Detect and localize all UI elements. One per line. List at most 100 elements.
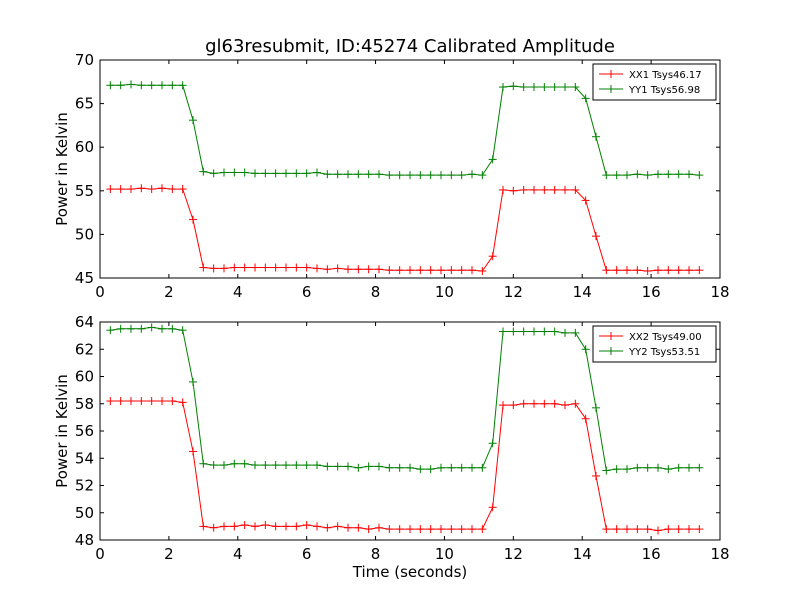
data-point [561, 401, 569, 410]
data-point [251, 522, 259, 531]
y-tick-label: 48 [75, 531, 94, 549]
data-point [364, 525, 373, 534]
data-point [478, 463, 487, 472]
data-point [251, 461, 259, 470]
data-point [643, 267, 652, 276]
data-point [571, 328, 580, 337]
x-axis-label: Time (seconds) [352, 563, 468, 581]
y-tick-label: 45 [75, 269, 94, 287]
data-point [499, 83, 507, 92]
data-point [364, 265, 373, 274]
data-point [437, 266, 445, 275]
data-point [488, 155, 497, 164]
data-point [230, 263, 239, 272]
data-point [333, 264, 342, 273]
data-point [395, 171, 404, 180]
data-point [633, 525, 642, 534]
data-point [106, 326, 115, 335]
y-tick-label: 55 [75, 182, 94, 200]
data-point [385, 463, 394, 472]
data-point [530, 83, 538, 92]
data-point [333, 462, 342, 471]
x-tick-label: 4 [233, 283, 243, 301]
data-point [488, 503, 497, 512]
series-yy [106, 80, 704, 180]
data-point [240, 521, 249, 530]
data-point [116, 397, 125, 406]
data-point [127, 397, 135, 406]
data-point [261, 169, 270, 178]
data-point [571, 399, 580, 408]
data-point [240, 459, 249, 468]
series-yy [106, 323, 704, 475]
data-point [623, 465, 631, 474]
data-point [612, 525, 621, 534]
data-point [168, 324, 177, 333]
data-point [592, 471, 600, 480]
data-point [240, 168, 249, 177]
data-point [302, 521, 311, 530]
data-point [354, 265, 363, 274]
series-line [110, 187, 700, 272]
data-point [168, 185, 177, 194]
data-point [323, 523, 332, 532]
data-point [302, 461, 311, 470]
data-point [540, 83, 549, 92]
data-point [654, 266, 662, 275]
x-tick-label: 12 [504, 545, 523, 563]
data-point [116, 324, 125, 333]
data-point [333, 522, 342, 531]
legend-label: YY2 Tsys53.51 [628, 347, 700, 358]
data-point [344, 170, 352, 179]
data-point [571, 83, 580, 92]
chart-bottom: 0 2 4 6 8 10 12 14 16 18 48 50 52 54 56 58 60 62 64 Power i… [53, 313, 730, 581]
data-point [313, 168, 321, 177]
data-point [178, 398, 187, 407]
data-point [261, 461, 270, 470]
x-tick-label: 6 [302, 283, 312, 301]
data-point [333, 170, 342, 179]
y-tick-label: 70 [75, 51, 94, 69]
y-tick-label: 52 [75, 477, 94, 495]
data-point [540, 327, 549, 336]
data-point [447, 171, 456, 180]
data-point [499, 185, 507, 194]
data-point [581, 414, 590, 423]
data-point [571, 185, 580, 194]
data-point [643, 463, 652, 472]
data-point [178, 185, 187, 194]
x-tick-label: 16 [642, 283, 661, 301]
data-point [561, 83, 569, 92]
data-point [230, 168, 239, 177]
data-point [612, 465, 621, 474]
data-point [499, 327, 507, 336]
data-point [137, 184, 146, 193]
data-point [282, 169, 290, 178]
data-point [509, 186, 518, 195]
data-point [395, 463, 404, 472]
data-point [499, 401, 507, 410]
series-line [110, 326, 700, 472]
data-point [437, 171, 445, 180]
data-point [685, 170, 693, 179]
data-point [561, 328, 569, 337]
data-point [375, 462, 383, 471]
data-point [230, 459, 239, 468]
data-point [354, 523, 363, 532]
x-tick-label: 12 [504, 283, 523, 301]
data-point [220, 461, 228, 470]
data-point [592, 132, 600, 141]
data-point [282, 522, 290, 531]
data-point [633, 170, 642, 179]
data-point [147, 323, 156, 332]
data-point [674, 525, 683, 534]
data-point [623, 266, 631, 275]
data-point [189, 215, 197, 224]
y-tick-label: 50 [75, 225, 94, 243]
data-point [426, 525, 435, 534]
data-point [364, 170, 373, 179]
data-point [302, 169, 311, 178]
series-line [110, 400, 700, 532]
data-point [199, 522, 208, 531]
